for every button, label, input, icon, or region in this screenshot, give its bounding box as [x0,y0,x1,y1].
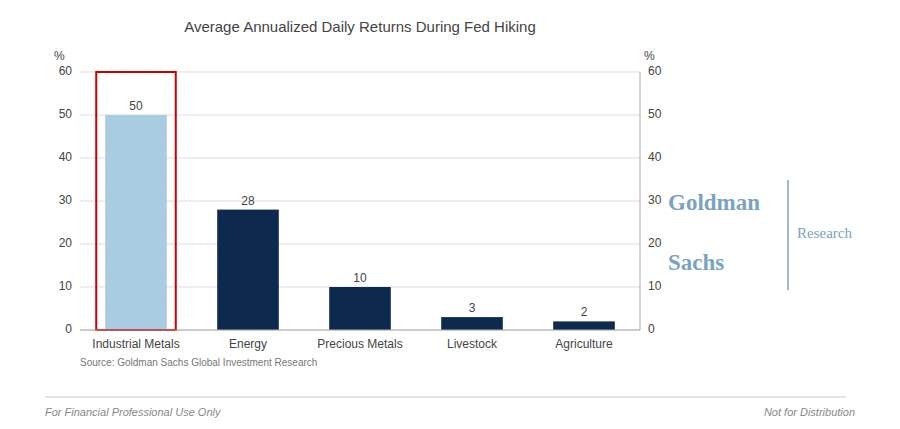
y2-tick-label: 0 [648,322,655,336]
y-tick-label: 50 [59,107,73,121]
bar [553,321,615,330]
y2-label: % [644,49,655,63]
data-label: 2 [581,305,588,319]
y2-tick-label: 10 [648,279,662,293]
y-tick-label: 60 [59,64,73,78]
bar [441,317,503,330]
y2-tick-label: 20 [648,236,662,250]
data-label: 3 [469,301,476,315]
y-tick-label: 40 [59,150,73,164]
source-note: Source: Goldman Sachs Global Investment … [80,357,317,368]
y2-tick-label: 50 [648,107,662,121]
logo-text: Sachs [668,250,724,275]
bars [105,115,615,330]
y2-tick-label: 60 [648,64,662,78]
logo-text: Goldman [668,190,760,215]
grid-line [80,330,640,331]
y-tick-label: 20 [59,236,73,250]
footer-right: Not for Distribution [764,406,855,418]
bar [217,210,279,330]
bar [329,287,391,330]
x-tick-label: Livestock [447,337,498,351]
data-label: 50 [129,99,143,113]
footer-left: For Financial Professional Use Only [45,406,222,418]
y2-tick-label: 30 [648,193,662,207]
x-axis-line [80,330,640,331]
bar [105,115,167,330]
x-tick-label: Precious Metals [317,337,402,351]
data-label: 10 [353,271,367,285]
x-tick-label: Energy [229,337,267,351]
x-tick-label: Industrial Metals [92,337,179,351]
y-tick-label: 0 [65,322,72,336]
y2-tick-label: 40 [648,150,662,164]
logo-text: Research [797,225,852,241]
separator [45,397,846,398]
title: Average Annualized Daily Returns During … [184,18,536,35]
y-label: % [54,49,65,63]
highlight-box [96,72,176,330]
logo-divider [787,180,789,290]
y-tick-label: 10 [59,279,73,293]
x-tick-label: Agriculture [555,337,613,351]
y-tick-label: 30 [59,193,73,207]
chart: 0 10 20 30 40 50 60 0 10 20 30 40 50 60 50 28 10 3 2 Indust… [0,0,900,429]
data-label: 28 [241,194,255,208]
y2-axis-line [640,72,641,330]
